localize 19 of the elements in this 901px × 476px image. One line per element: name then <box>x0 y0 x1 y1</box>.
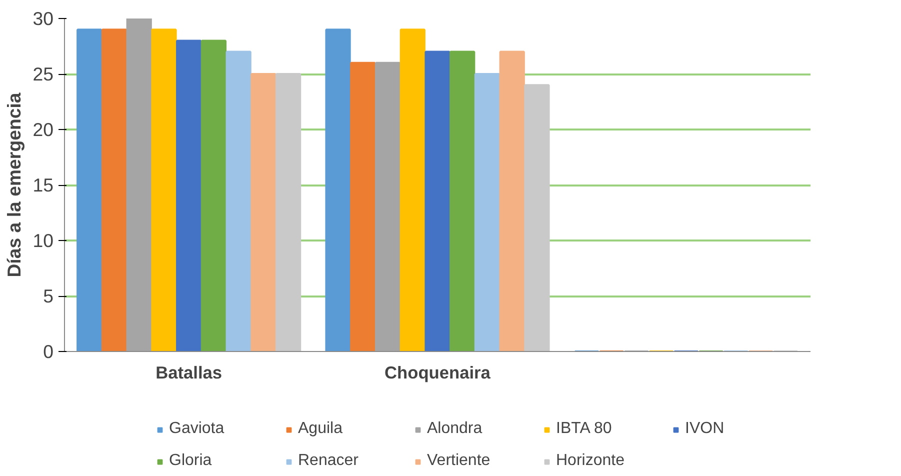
legend-label: Gaviota <box>169 420 226 438</box>
y-axis-title: Días a la emergencia <box>4 92 25 278</box>
legend-label: Gloria <box>169 452 213 470</box>
legend-label: Aguila <box>298 420 344 438</box>
y-tick-label: 10 <box>32 230 54 251</box>
x-tick-label: Choquenaira <box>384 362 491 382</box>
legend-label: Alondra <box>427 420 484 438</box>
y-tick-label: 20 <box>32 119 54 140</box>
y-tick-label: 25 <box>32 64 54 84</box>
y-tick-label: 0 <box>43 341 54 362</box>
x-tick-label: Batallas <box>156 362 222 382</box>
legend-label: Renacer <box>298 452 360 470</box>
legend-label: IVON <box>685 420 726 438</box>
legend-label: Horizonte <box>556 452 626 470</box>
y-tick-label: 5 <box>43 286 54 306</box>
legend-label: Vertiente <box>427 452 492 470</box>
y-tick-label: 15 <box>32 174 54 196</box>
legend-label: IBTA 80 <box>556 420 613 438</box>
y-tick-label: 30 <box>32 8 54 29</box>
